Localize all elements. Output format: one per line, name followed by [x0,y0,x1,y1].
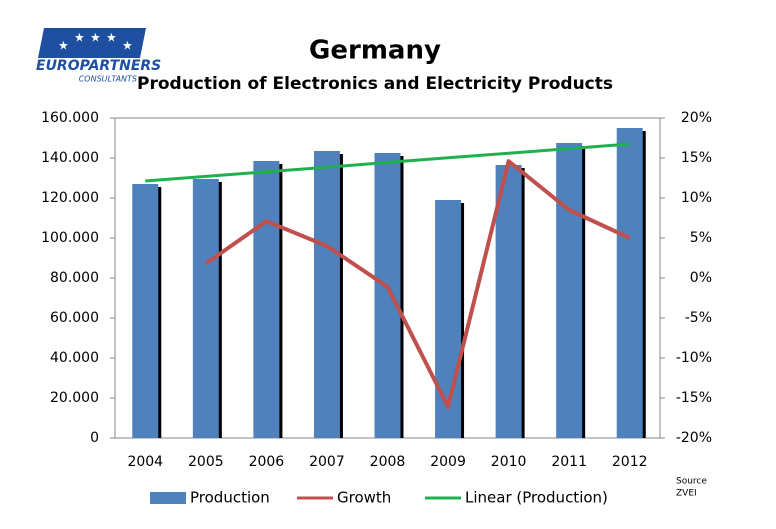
x-tick-label: 2006 [249,454,285,470]
y-tick-label: 0 [90,430,99,446]
y2-tick-label: -15% [676,390,712,406]
bar [374,153,401,438]
x-tick-label: 2010 [491,454,527,470]
svg-text:★: ★ [106,31,117,45]
x-tick-label: 2011 [551,454,587,470]
logo-name: EUROPARTNERS [36,58,161,74]
x-tick-label: 2008 [370,454,406,470]
y-tick-label: 20.000 [50,390,99,406]
y-tick-label: 120.000 [41,190,99,206]
logo-stars: ★ ★ ★ ★ ★ [58,31,133,53]
legend-label: Growth [337,489,391,507]
svg-text:★: ★ [74,31,85,45]
legend-label: Production [190,489,270,507]
y2-tick-label: 0% [690,270,712,286]
y2-tick-label: -10% [676,350,712,366]
line-series [145,142,630,183]
x-tick-label: 2007 [309,454,345,470]
bar [495,165,522,438]
y-tick-label: 40.000 [50,350,99,366]
svg-text:★: ★ [122,39,133,53]
chart-title: Germany [309,36,441,66]
legend-label: Linear (Production) [465,489,608,507]
svg-text:★: ★ [58,39,69,53]
y-tick-label: 80.000 [50,270,99,286]
y2-tick-label: 5% [690,230,712,246]
bar [616,128,643,438]
x-tick-label: 2005 [188,454,224,470]
source-label: Source [676,477,707,487]
bar [132,184,159,438]
x-tick-label: 2012 [612,454,648,470]
y2-tick-label: 15% [681,150,712,166]
chart-subtitle: Production of Electronics and Electricit… [137,74,613,94]
y-tick-label: 60.000 [50,310,99,326]
y2-tick-label: -20% [676,430,712,446]
bar [313,151,340,438]
y2-tick-label: 10% [681,190,712,206]
source-value: ZVEI [676,489,697,499]
bar [556,143,583,438]
logo-flag [38,28,146,58]
y-tick-label: 160.000 [41,110,99,126]
bar [253,161,280,438]
y2-tick-label: 20% [681,110,712,126]
line-series [204,159,631,409]
bar [192,179,219,438]
legend-swatch [150,492,186,504]
x-tick-label: 2009 [430,454,466,470]
bar [435,200,462,438]
y-tick-label: 100.000 [41,230,99,246]
logo-subname: CONSULTANTS [79,75,137,84]
y-tick-label: 140.000 [41,150,99,166]
x-tick-label: 2004 [127,454,163,470]
svg-text:★: ★ [90,31,101,45]
y2-tick-label: -5% [685,310,712,326]
logo: ★ ★ ★ ★ ★ EUROPARTNERS CONSULTANTS [36,28,161,84]
